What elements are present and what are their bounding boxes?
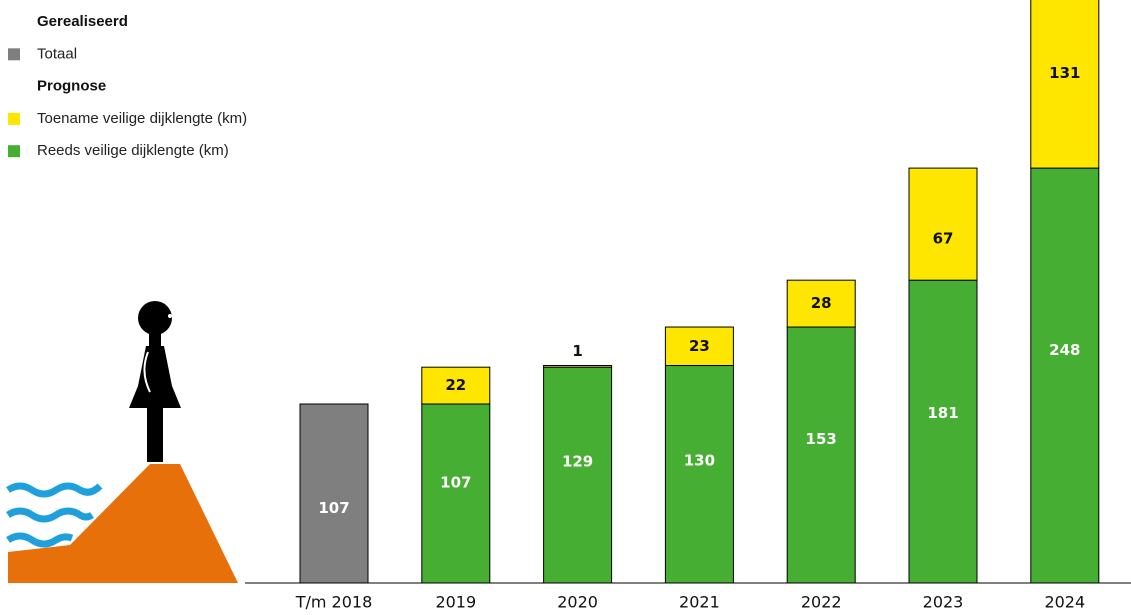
value-label: 129 xyxy=(562,453,593,471)
page: T/m 2018 107 2019 107 22 2020 129 1 2021 130 23 202… xyxy=(0,0,1131,615)
value-label: 28 xyxy=(811,294,832,312)
x-tick-label: 2019 xyxy=(435,593,476,612)
bar-segment xyxy=(787,327,855,583)
bar-segment xyxy=(909,168,977,280)
value-label: 131 xyxy=(1049,64,1080,82)
legend-swatch xyxy=(8,145,20,157)
legend-label: Toename veilige dijklengte (km) xyxy=(37,110,247,127)
value-label: 181 xyxy=(927,404,958,422)
person-eye xyxy=(168,314,172,318)
value-label: 67 xyxy=(933,230,954,248)
bar-segment xyxy=(909,280,977,583)
bar-segment xyxy=(665,366,733,583)
value-label: 107 xyxy=(318,499,349,517)
bar-segment xyxy=(544,367,612,583)
x-tick-label: 2023 xyxy=(923,593,964,612)
chart: T/m 2018 107 2019 107 22 2020 129 1 2021 130 23 202… xyxy=(0,0,1131,615)
legend-label: Reeds veilige dijklengte (km) xyxy=(37,142,229,159)
bar-segment xyxy=(1031,168,1099,583)
legend-label: Totaal xyxy=(37,45,77,62)
bar-segment xyxy=(300,404,368,583)
value-label: 22 xyxy=(445,376,466,394)
value-label: 248 xyxy=(1049,341,1080,359)
legend: Gerealiseerd Totaal Prognose Toename veilig… xyxy=(8,13,247,159)
x-tick-label: 2022 xyxy=(801,593,842,612)
person xyxy=(129,301,181,462)
value-label: 130 xyxy=(684,452,715,470)
bar-segment xyxy=(1031,0,1099,168)
legend-swatch xyxy=(8,113,20,125)
x-tick-label: T/m 2018 xyxy=(295,593,373,612)
value-label: 107 xyxy=(440,473,471,491)
dike xyxy=(8,464,238,583)
x-tick-label: 2024 xyxy=(1044,593,1085,612)
legend-group-title: Gerealiseerd xyxy=(37,13,128,30)
bars: T/m 2018 107 2019 107 22 2020 129 1 2021 130 23 202… xyxy=(295,0,1099,612)
illustration xyxy=(8,301,238,583)
legend-group-title: Prognose xyxy=(37,78,106,95)
bar-segment xyxy=(544,366,612,368)
x-tick-label: 2021 xyxy=(679,593,720,612)
value-label: 23 xyxy=(689,337,710,355)
bar-segment xyxy=(422,404,490,583)
value-label: 1 xyxy=(572,342,582,360)
value-label: 153 xyxy=(806,430,837,448)
x-tick-label: 2020 xyxy=(557,593,598,612)
legend-swatch xyxy=(8,48,20,60)
